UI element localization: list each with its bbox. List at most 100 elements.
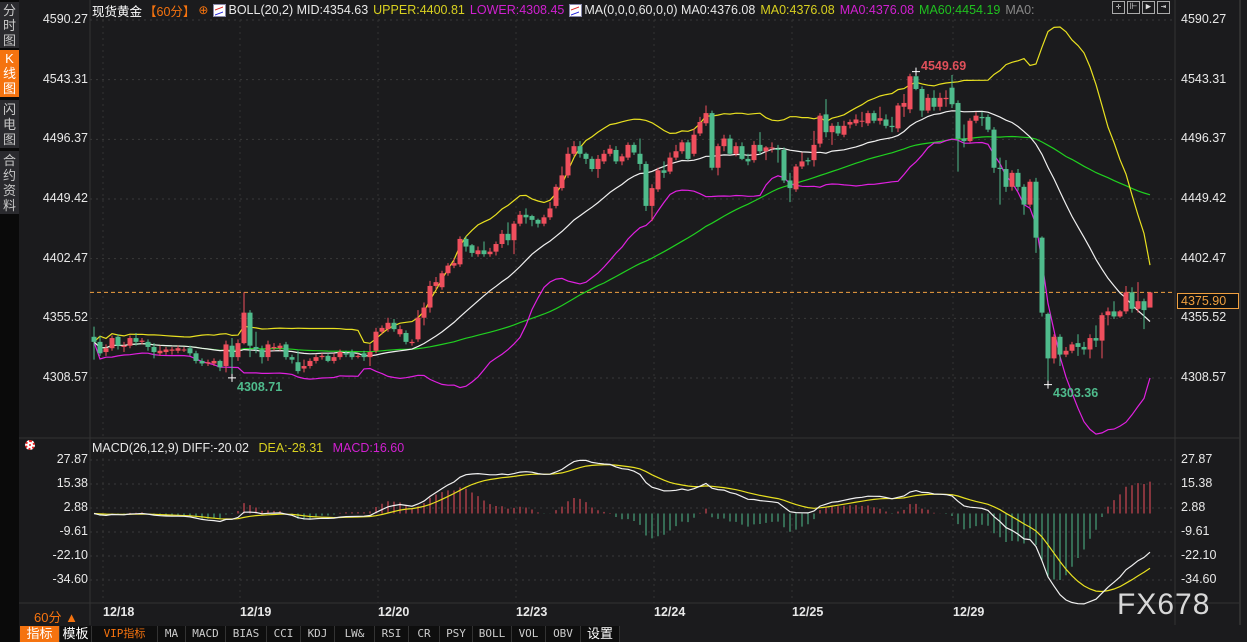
candlestick — [499, 230, 505, 248]
candlestick — [361, 350, 367, 361]
ma-value-3: MA0:4376.08 — [839, 3, 915, 17]
candlestick — [523, 208, 529, 224]
candlestick — [307, 358, 313, 369]
candle-body — [1105, 311, 1111, 316]
candle-body — [235, 343, 241, 358]
candlestick — [967, 118, 973, 143]
candlestick — [475, 246, 481, 257]
toolbar-item[interactable]: PSY — [440, 626, 473, 642]
candle-body — [787, 180, 793, 189]
right-axis-tick: -9.61 — [1181, 523, 1210, 538]
candlestick — [1057, 334, 1063, 367]
candlestick — [343, 350, 349, 358]
candle-body — [421, 307, 427, 318]
candle-body — [649, 188, 655, 206]
toolbar-item[interactable]: 指标 — [20, 626, 60, 642]
candlestick — [259, 345, 265, 364]
play-icon[interactable]: ▶ — [1142, 1, 1155, 14]
candlestick — [811, 130, 817, 167]
tab-contract-info[interactable]: 合约资料 — [0, 151, 19, 214]
candle-body — [943, 97, 949, 100]
macd-value: MACD:16.60 — [332, 441, 405, 455]
toolbar-item[interactable]: RSI — [375, 626, 409, 642]
candlestick — [223, 340, 229, 373]
period-label[interactable]: 【60分】 — [144, 4, 196, 19]
toolbar-item[interactable]: VOL — [512, 626, 546, 642]
candlestick — [931, 90, 937, 111]
date-label: 12/20 — [378, 605, 410, 619]
candlestick — [355, 353, 361, 359]
candle-body — [469, 245, 475, 253]
toolbar-item[interactable]: MA — [158, 626, 186, 642]
candle-body — [451, 263, 457, 266]
toolbar-item[interactable]: OBV — [546, 626, 581, 642]
candlestick — [757, 132, 763, 156]
candlestick — [847, 119, 853, 129]
toolbar-item[interactable]: 设置 — [581, 626, 620, 642]
ma-chart-icon[interactable] — [569, 3, 583, 17]
candlestick — [139, 338, 145, 345]
candle-body — [115, 336, 121, 346]
tab-kline-chart[interactable]: K线图 — [0, 50, 19, 97]
toolbar-item[interactable]: KDJ — [301, 626, 335, 642]
candle-body — [1081, 346, 1087, 350]
indicator-settings-icon[interactable] — [25, 440, 35, 450]
candlestick — [787, 172, 793, 203]
candlestick — [871, 110, 877, 124]
boll-chart-icon[interactable] — [213, 3, 227, 17]
toolbar-item[interactable]: CCI — [267, 626, 301, 642]
candlestick — [247, 310, 253, 358]
candle-body — [781, 149, 787, 181]
crosshair-icon[interactable]: ✛ — [1112, 1, 1125, 14]
candle-body — [289, 357, 295, 360]
candle-body — [793, 166, 799, 190]
tab-label: K线图 — [3, 51, 17, 96]
candlestick — [511, 221, 517, 255]
toolbar-item[interactable]: CR — [409, 626, 440, 642]
candle-body — [661, 170, 667, 173]
candlestick — [733, 142, 739, 157]
left-axis-tick: 15.38 — [56, 475, 88, 490]
candlestick — [199, 358, 205, 367]
candlestick — [853, 114, 859, 126]
toolbar-item[interactable]: VIP指标 — [92, 626, 158, 642]
zoom-range-icon[interactable]: ⊩ — [1127, 1, 1140, 14]
candle-body — [1141, 301, 1147, 311]
boll-upper-line — [93, 26, 1151, 344]
candle-body — [205, 362, 211, 364]
candle-body — [901, 102, 907, 107]
tab-time-chart[interactable]: 分时图 — [0, 2, 19, 48]
date-label: 12/29 — [953, 605, 985, 619]
candlestick — [775, 144, 781, 163]
candlestick — [781, 147, 787, 184]
jump-end-icon[interactable]: ⇥ — [1157, 1, 1170, 14]
toolbar-item[interactable]: MACD — [186, 626, 226, 642]
toolbar-item[interactable]: 模板 — [60, 626, 92, 642]
candle-body — [1087, 338, 1093, 350]
candlestick — [289, 354, 295, 364]
tab-flash-chart[interactable]: 闪电图 — [0, 100, 19, 148]
period-selector[interactable]: 60分 ▲ — [34, 610, 78, 625]
candle-body — [313, 357, 319, 361]
candlestick — [313, 354, 319, 364]
toolbar-item[interactable]: LW& — [335, 626, 375, 642]
candle-body — [1147, 292, 1153, 308]
circle-plus-icon[interactable]: ⊕ — [198, 3, 209, 17]
candle-body — [343, 353, 349, 355]
candlestick — [367, 344, 373, 367]
candlestick — [697, 116, 703, 136]
candle-body — [1063, 350, 1069, 355]
toolbar-item[interactable]: BIAS — [226, 626, 267, 642]
candle-body — [643, 163, 649, 206]
candle-body — [541, 217, 547, 224]
candle-body — [913, 76, 919, 89]
candle-body — [331, 357, 337, 361]
extreme-marker — [1044, 380, 1052, 389]
left-axis-tick: 4402.47 — [42, 250, 88, 265]
candlestick — [487, 247, 493, 257]
candle-body — [1015, 172, 1021, 187]
candlestick — [859, 111, 865, 128]
toolbar-item[interactable]: BOLL — [473, 626, 512, 642]
candle-body — [1123, 292, 1129, 312]
